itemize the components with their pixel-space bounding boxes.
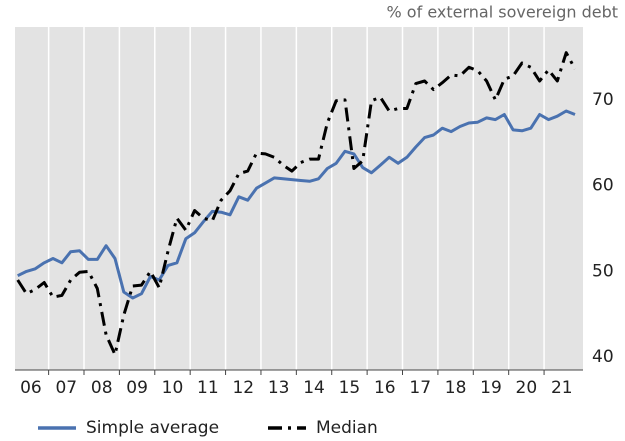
x-tick-label: 09 bbox=[126, 378, 148, 398]
x-tick-label: 10 bbox=[162, 378, 184, 398]
x-tick-label: 13 bbox=[268, 378, 290, 398]
x-tick-label: 17 bbox=[409, 378, 431, 398]
legend-label: Median bbox=[316, 418, 378, 438]
y-tick-label: 40 bbox=[592, 347, 614, 367]
x-tick-label: 11 bbox=[197, 378, 219, 398]
x-tick-label: 14 bbox=[303, 378, 325, 398]
series-line bbox=[16, 51, 577, 357]
x-tick-label: 20 bbox=[516, 378, 538, 398]
y-axis-label: % of external sovereign debt bbox=[387, 3, 618, 22]
y-tick-label: 70 bbox=[592, 90, 614, 110]
x-tick-label: 16 bbox=[374, 378, 396, 398]
x-tick-label: 12 bbox=[232, 378, 254, 398]
x-tick-label: 18 bbox=[445, 378, 467, 398]
legend-label: Simple average bbox=[86, 418, 219, 438]
x-tick-label: 06 bbox=[20, 378, 42, 398]
series-line bbox=[17, 109, 576, 300]
y-tick-label: 50 bbox=[592, 261, 614, 281]
x-tick-label: 15 bbox=[339, 378, 361, 398]
plot-area bbox=[15, 27, 583, 370]
x-tick-label: 08 bbox=[91, 378, 113, 398]
x-tick-label: 07 bbox=[55, 378, 77, 398]
x-tick-label: 19 bbox=[480, 378, 502, 398]
x-tick-label: 21 bbox=[551, 378, 573, 398]
y-tick-label: 60 bbox=[592, 176, 614, 196]
